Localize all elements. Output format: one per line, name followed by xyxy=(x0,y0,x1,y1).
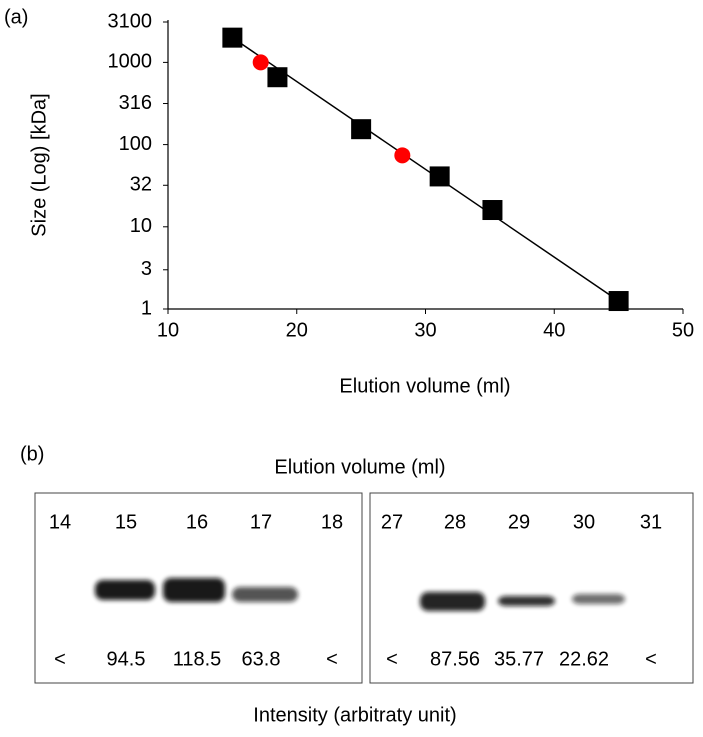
y-tick-label: 316 xyxy=(119,92,152,114)
intensity-label: 22.62 xyxy=(559,648,609,670)
intensity-label: 63.8 xyxy=(242,648,281,670)
point xyxy=(351,119,372,140)
point xyxy=(482,200,503,221)
intensity-label: 87.56 xyxy=(430,648,480,670)
fit-line xyxy=(231,37,620,302)
x-tick-label: 10 xyxy=(157,319,179,341)
lane-label: 27 xyxy=(381,511,403,533)
lane-label: 17 xyxy=(250,511,272,533)
band xyxy=(95,580,155,600)
lane-label: 29 xyxy=(508,511,530,533)
intensity-label: < xyxy=(386,648,398,670)
intensity-label: < xyxy=(326,648,338,670)
lane-label: 15 xyxy=(115,511,137,533)
y-tick-label: 1 xyxy=(141,297,152,319)
lane-label: 14 xyxy=(49,511,71,533)
intensity-label: 94.5 xyxy=(107,648,146,670)
y-axis-label: Size (Log) [kDa] xyxy=(28,93,50,236)
lane-label: 18 xyxy=(321,511,343,533)
lane-label: 31 xyxy=(640,511,662,533)
band xyxy=(420,592,485,611)
y-tick-label: 32 xyxy=(130,174,152,196)
intensity-label: < xyxy=(54,648,66,670)
point xyxy=(267,67,288,88)
panel-label: (a) xyxy=(4,6,28,28)
band xyxy=(163,578,225,602)
band xyxy=(498,596,555,606)
point xyxy=(608,291,629,312)
band xyxy=(572,594,625,604)
y-tick-label: 3 xyxy=(141,258,152,280)
lane-label: 30 xyxy=(573,511,595,533)
x-tick-label: 20 xyxy=(286,319,308,341)
point xyxy=(394,147,411,164)
x-axis-label: Elution volume (ml) xyxy=(339,375,510,397)
point xyxy=(222,27,243,48)
panel-label: (b) xyxy=(20,443,44,465)
band xyxy=(232,587,298,602)
intensity-label: < xyxy=(645,648,657,670)
lane-label: 28 xyxy=(444,511,466,533)
intensity-label: 35.77 xyxy=(494,648,544,670)
x-tick-label: 30 xyxy=(414,319,436,341)
point xyxy=(429,166,450,187)
y-tick-label: 3100 xyxy=(108,10,153,32)
y-tick-label: 10 xyxy=(130,215,152,237)
y-tick-label: 100 xyxy=(119,133,152,155)
intensity-label: 118.5 xyxy=(173,648,222,670)
x-tick-label: 40 xyxy=(543,319,565,341)
blot-header: Elution volume (ml) xyxy=(274,456,445,478)
blot-panel xyxy=(34,492,363,684)
lane-label: 16 xyxy=(186,511,208,533)
y-tick-label: 1000 xyxy=(108,51,153,73)
blot-panel xyxy=(369,492,694,684)
point xyxy=(252,54,269,71)
x-tick-label: 50 xyxy=(672,319,694,341)
blot-footer: Intensity (arbitraty unit) xyxy=(253,704,456,726)
